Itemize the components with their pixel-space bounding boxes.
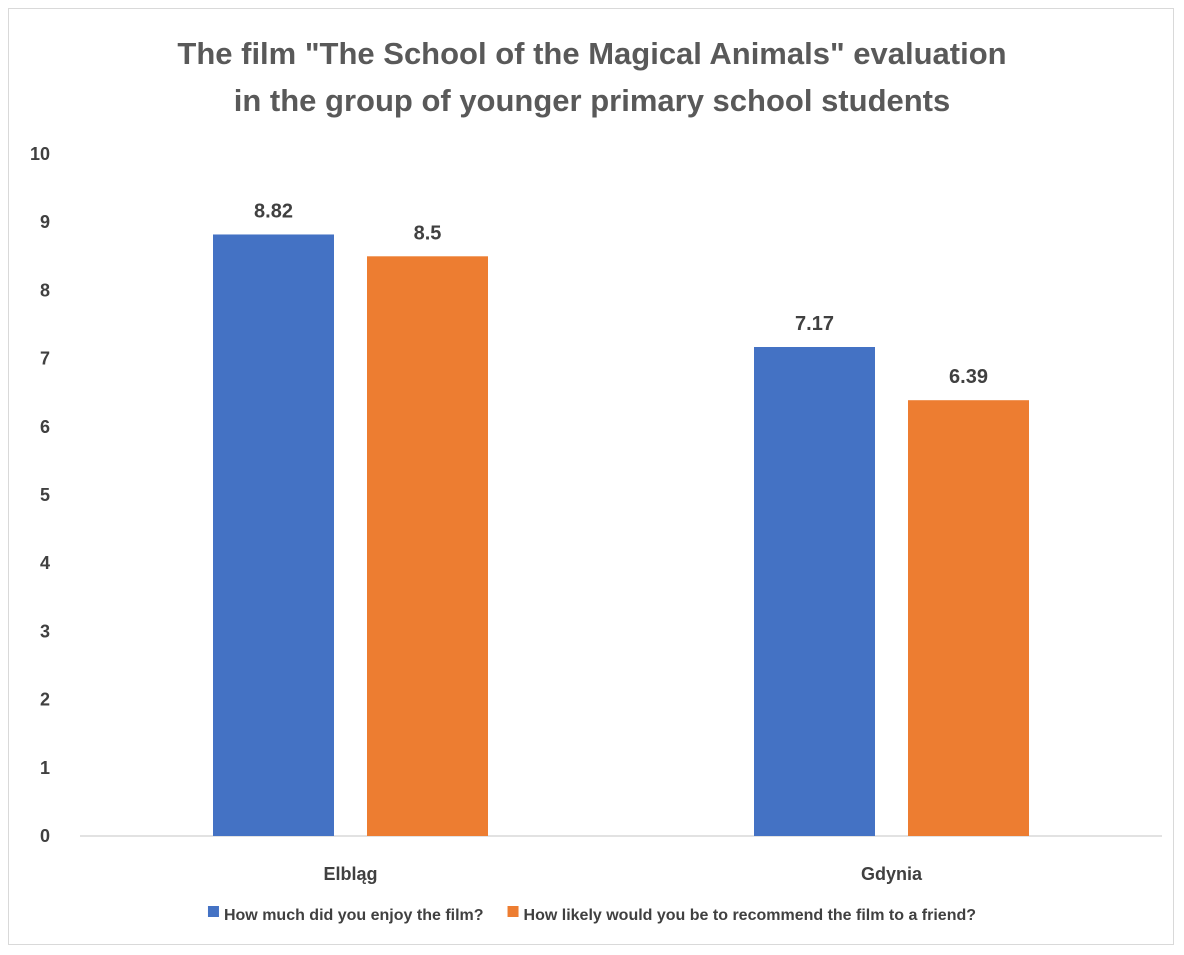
y-tick-label: 4 [40, 553, 50, 573]
bar [908, 400, 1029, 836]
data-label: 8.5 [414, 222, 442, 244]
y-tick-label: 2 [40, 690, 50, 710]
bar [213, 234, 334, 836]
legend-swatch [207, 906, 219, 917]
chart-title-line-1: The film "The School of the Magical Anim… [177, 36, 1006, 71]
category-labels-group: Elbląg Gdynia [323, 864, 923, 884]
legend-label: How much did you enjoy the film? [224, 907, 484, 924]
legend: How much did you enjoy the film? How like… [207, 906, 977, 924]
data-label: 8.82 [254, 200, 293, 222]
data-label: 6.39 [949, 366, 988, 388]
bar [754, 347, 875, 836]
legend-label: How likely would you be to recommend the… [524, 907, 977, 924]
data-label: 7.17 [795, 313, 834, 335]
y-tick-label: 5 [40, 485, 50, 505]
x-category-label: Elbląg [323, 864, 377, 884]
y-tick-label: 7 [40, 349, 50, 369]
y-tick-label: 1 [40, 758, 50, 778]
y-tick-label: 0 [40, 826, 50, 846]
chart-title-line-2: in the group of younger primary school s… [234, 83, 951, 118]
bar [367, 256, 488, 836]
y-tick-label: 6 [40, 417, 50, 437]
legend-swatch [507, 906, 519, 917]
data-labels-group: 8.82 8.5 7.17 6.39 [254, 200, 988, 388]
y-tick-label: 8 [40, 280, 50, 300]
y-tick-label: 3 [40, 621, 50, 641]
bars-group [213, 234, 1029, 836]
x-category-label: Gdynia [861, 864, 923, 884]
y-tick-label: 10 [30, 144, 50, 164]
y-axis-tick-labels: 0 1 2 3 4 5 6 7 8 9 10 [30, 144, 50, 846]
y-tick-label: 9 [40, 212, 50, 232]
